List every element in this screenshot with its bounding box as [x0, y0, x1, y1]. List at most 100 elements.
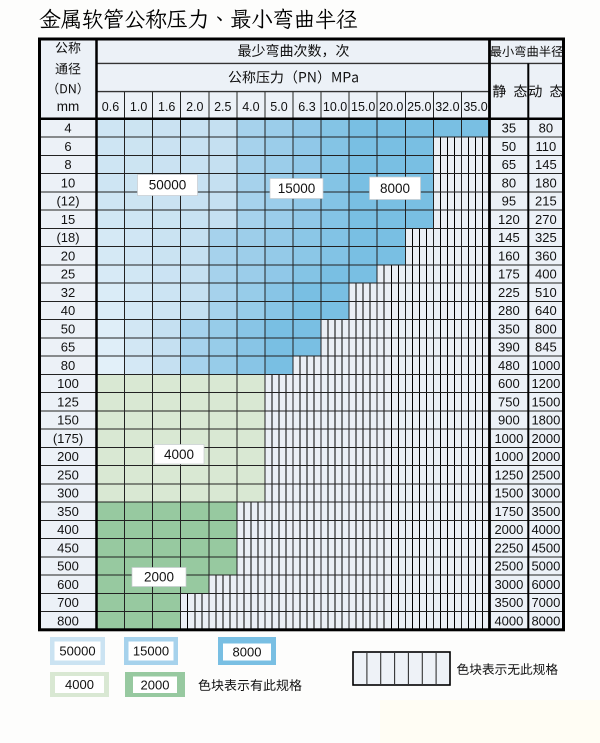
svg-text:8: 8	[64, 157, 71, 172]
svg-text:4000: 4000	[65, 677, 94, 692]
svg-text:35: 35	[502, 121, 516, 136]
svg-text:390: 390	[498, 340, 520, 355]
svg-text:3500: 3500	[531, 504, 560, 519]
svg-text:750: 750	[498, 394, 520, 409]
svg-text:2000: 2000	[531, 431, 560, 446]
svg-text:4000: 4000	[164, 447, 194, 462]
svg-text:125: 125	[57, 394, 79, 409]
svg-text:2500: 2500	[494, 559, 523, 574]
svg-text:600: 600	[498, 376, 520, 391]
svg-text:15.0: 15.0	[351, 100, 375, 114]
svg-text:120: 120	[498, 212, 520, 227]
svg-text:2000: 2000	[144, 570, 174, 585]
svg-text:145: 145	[535, 157, 557, 172]
svg-text:280: 280	[498, 303, 520, 318]
svg-text:5.0: 5.0	[270, 100, 287, 114]
svg-text:15000: 15000	[133, 644, 169, 659]
svg-text:50000: 50000	[59, 644, 95, 659]
svg-text:8000: 8000	[380, 181, 410, 196]
svg-text:1500: 1500	[531, 394, 560, 409]
svg-text:50000: 50000	[149, 178, 187, 193]
svg-text:1500: 1500	[494, 486, 523, 501]
svg-text:3000: 3000	[494, 577, 523, 592]
svg-text:6: 6	[64, 139, 71, 154]
svg-text:500: 500	[57, 559, 79, 574]
svg-text:10: 10	[61, 175, 75, 190]
svg-text:35.0: 35.0	[463, 100, 487, 114]
svg-text:4000: 4000	[531, 522, 560, 537]
svg-text:350: 350	[498, 321, 520, 336]
svg-text:2000: 2000	[531, 449, 560, 464]
svg-text:0.6: 0.6	[102, 100, 119, 114]
svg-text:6.3: 6.3	[298, 100, 315, 114]
svg-text:110: 110	[536, 139, 557, 154]
svg-text:10.0: 10.0	[323, 100, 347, 114]
svg-text:4.0: 4.0	[242, 100, 259, 114]
svg-text:4000: 4000	[494, 613, 523, 628]
svg-text:800: 800	[57, 613, 79, 628]
svg-text:2000: 2000	[141, 677, 170, 692]
svg-text:1800: 1800	[531, 413, 560, 428]
svg-text:400: 400	[57, 522, 79, 537]
svg-text:225: 225	[498, 285, 520, 300]
svg-text:180: 180	[535, 175, 557, 190]
svg-text:450: 450	[57, 540, 79, 555]
svg-text:80: 80	[61, 358, 75, 373]
svg-text:270: 270	[535, 212, 557, 227]
svg-text:1750: 1750	[494, 504, 523, 519]
svg-text:845: 845	[535, 340, 557, 355]
svg-text:215: 215	[535, 194, 557, 209]
svg-text:50: 50	[61, 321, 75, 336]
svg-text:(12): (12)	[56, 194, 79, 209]
svg-text:480: 480	[498, 358, 520, 373]
svg-text:4: 4	[64, 121, 71, 136]
svg-text:(18): (18)	[56, 230, 79, 245]
svg-text:40: 40	[61, 303, 75, 318]
svg-text:1250: 1250	[494, 467, 523, 482]
svg-text:350: 350	[57, 504, 79, 519]
svg-text:3500: 3500	[494, 595, 523, 610]
svg-text:145: 145	[498, 230, 520, 245]
svg-text:150: 150	[57, 413, 79, 428]
svg-text:95: 95	[502, 194, 516, 209]
svg-text:4500: 4500	[531, 540, 560, 555]
svg-text:2000: 2000	[494, 522, 523, 537]
svg-text:50: 50	[502, 139, 516, 154]
svg-text:32.0: 32.0	[435, 100, 459, 114]
svg-text:65: 65	[502, 157, 516, 172]
svg-text:360: 360	[535, 248, 557, 263]
svg-text:mm: mm	[57, 99, 80, 114]
svg-text:8000: 8000	[531, 613, 560, 628]
svg-text:160: 160	[498, 248, 520, 263]
svg-text:3000: 3000	[531, 486, 560, 501]
svg-text:25.0: 25.0	[407, 100, 431, 114]
svg-text:900: 900	[498, 413, 520, 428]
svg-text:6000: 6000	[531, 577, 560, 592]
svg-text:700: 700	[57, 595, 79, 610]
svg-text:640: 640	[535, 303, 557, 318]
svg-text:80: 80	[539, 121, 553, 136]
svg-text:25: 25	[61, 267, 75, 282]
svg-text:510: 510	[535, 285, 557, 300]
svg-text:300: 300	[57, 486, 79, 501]
svg-text:800: 800	[535, 321, 557, 336]
svg-text:175: 175	[498, 267, 520, 282]
svg-text:7000: 7000	[531, 595, 560, 610]
svg-text:65: 65	[61, 340, 75, 355]
svg-text:600: 600	[57, 577, 79, 592]
svg-text:325: 325	[535, 230, 557, 245]
svg-text:1000: 1000	[494, 431, 523, 446]
svg-text:(175): (175)	[53, 431, 83, 446]
svg-text:15000: 15000	[278, 181, 316, 196]
svg-text:2500: 2500	[531, 467, 560, 482]
svg-text:250: 250	[57, 467, 79, 482]
svg-text:80: 80	[502, 175, 516, 190]
svg-text:1000: 1000	[494, 449, 523, 464]
svg-text:20.0: 20.0	[379, 100, 403, 114]
svg-text:5000: 5000	[531, 559, 560, 574]
svg-text:15: 15	[61, 212, 75, 227]
svg-text:200: 200	[57, 449, 79, 464]
svg-text:2.5: 2.5	[214, 100, 231, 114]
svg-text:20: 20	[61, 248, 75, 263]
svg-text:1000: 1000	[531, 358, 560, 373]
